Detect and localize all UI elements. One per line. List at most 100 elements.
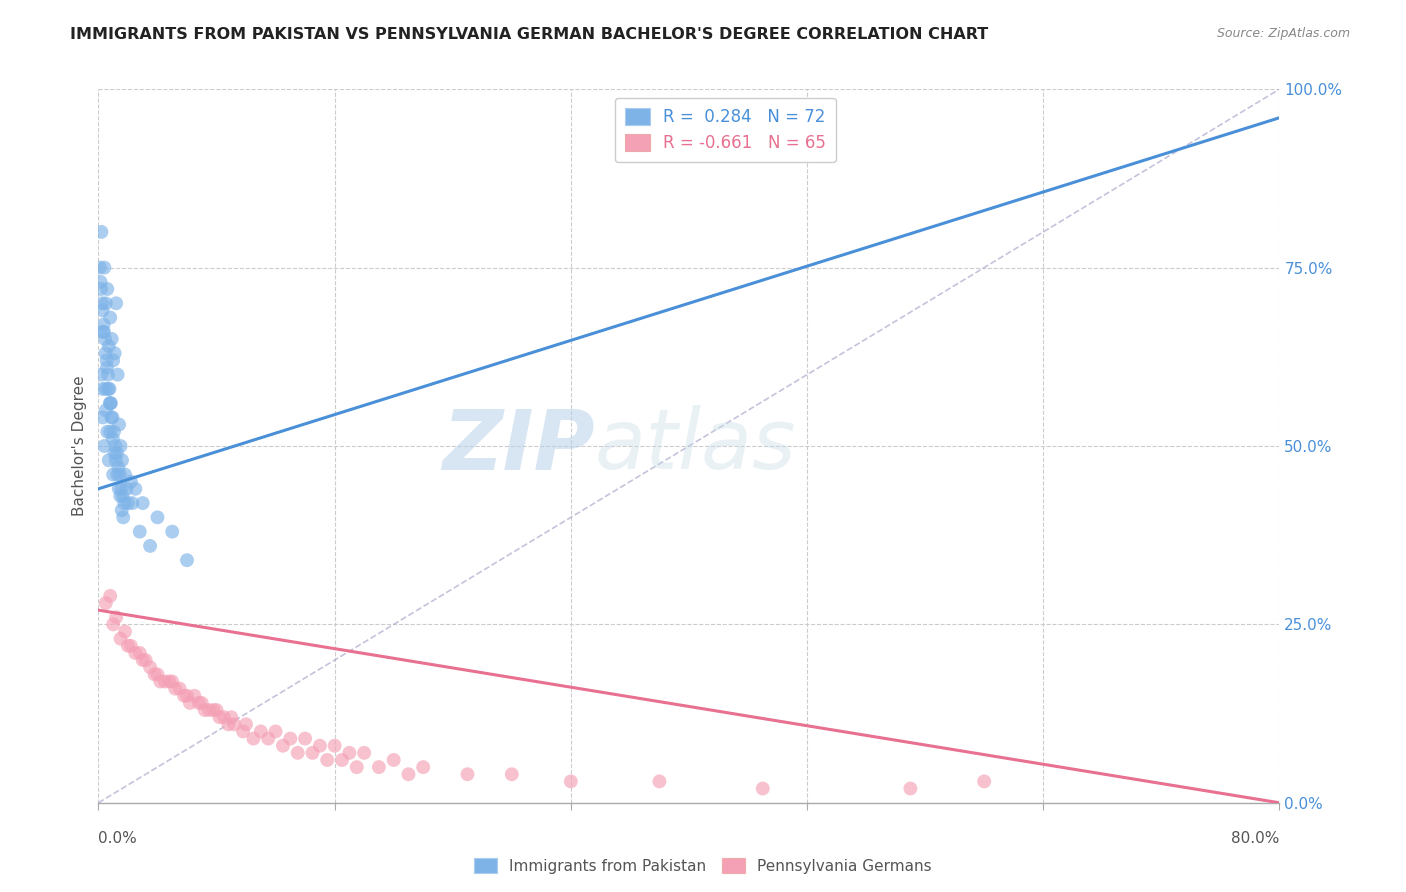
Point bbox=[91, 325, 114, 339]
Point bbox=[108, 417, 131, 432]
Point bbox=[396, 767, 419, 781]
Point bbox=[162, 524, 183, 539]
Text: atlas: atlas bbox=[595, 406, 796, 486]
Point bbox=[124, 482, 146, 496]
Point bbox=[330, 753, 353, 767]
Point bbox=[257, 731, 280, 746]
Point bbox=[751, 781, 773, 796]
Point bbox=[232, 724, 254, 739]
Point bbox=[103, 467, 125, 482]
Point bbox=[294, 731, 316, 746]
Point bbox=[117, 496, 139, 510]
Point bbox=[128, 524, 150, 539]
Point bbox=[96, 353, 118, 368]
Point bbox=[94, 332, 117, 346]
Point bbox=[176, 553, 198, 567]
Point bbox=[143, 667, 166, 681]
Point bbox=[278, 731, 302, 746]
Point bbox=[346, 760, 368, 774]
Point bbox=[146, 667, 169, 681]
Point bbox=[100, 396, 122, 410]
Point bbox=[97, 453, 120, 467]
Text: ZIP: ZIP bbox=[441, 406, 595, 486]
Point bbox=[501, 767, 523, 781]
Point bbox=[202, 703, 225, 717]
Point bbox=[104, 439, 127, 453]
Point bbox=[108, 467, 131, 482]
Point bbox=[94, 346, 117, 360]
Point bbox=[101, 432, 124, 446]
Point bbox=[104, 453, 127, 467]
Point bbox=[115, 482, 138, 496]
Text: 80.0%: 80.0% bbox=[1232, 831, 1279, 846]
Point bbox=[173, 689, 195, 703]
Point bbox=[132, 653, 155, 667]
Point bbox=[309, 739, 332, 753]
Text: 0.0%: 0.0% bbox=[98, 831, 138, 846]
Point bbox=[648, 774, 671, 789]
Point bbox=[132, 496, 155, 510]
Point bbox=[353, 746, 375, 760]
Point bbox=[198, 703, 221, 717]
Point bbox=[120, 475, 142, 489]
Point bbox=[94, 596, 117, 610]
Point bbox=[139, 660, 162, 674]
Point bbox=[94, 403, 117, 417]
Point bbox=[368, 760, 391, 774]
Point bbox=[93, 325, 115, 339]
Point bbox=[139, 539, 162, 553]
Point bbox=[110, 489, 132, 503]
Point bbox=[91, 303, 114, 318]
Point bbox=[103, 353, 125, 368]
Point bbox=[250, 724, 273, 739]
Point bbox=[205, 703, 228, 717]
Point bbox=[900, 781, 922, 796]
Point bbox=[90, 275, 112, 289]
Point bbox=[96, 425, 118, 439]
Point bbox=[146, 510, 169, 524]
Point bbox=[183, 689, 205, 703]
Point bbox=[120, 639, 142, 653]
Point bbox=[98, 589, 121, 603]
Point bbox=[90, 282, 112, 296]
Point bbox=[242, 731, 264, 746]
Point bbox=[169, 681, 191, 696]
Point bbox=[187, 696, 209, 710]
Legend: Immigrants from Pakistan, Pennsylvania Germans: Immigrants from Pakistan, Pennsylvania G… bbox=[468, 852, 938, 880]
Point bbox=[456, 767, 478, 781]
Point bbox=[111, 503, 134, 517]
Point bbox=[208, 710, 231, 724]
Point bbox=[98, 310, 121, 325]
Point bbox=[165, 681, 187, 696]
Point bbox=[97, 368, 120, 382]
Point bbox=[105, 467, 128, 482]
Text: Source: ZipAtlas.com: Source: ZipAtlas.com bbox=[1216, 27, 1350, 40]
Point bbox=[339, 746, 360, 760]
Point bbox=[191, 696, 214, 710]
Point bbox=[91, 382, 114, 396]
Point bbox=[103, 425, 125, 439]
Point bbox=[264, 724, 287, 739]
Point bbox=[217, 717, 239, 731]
Point bbox=[111, 453, 134, 467]
Point bbox=[135, 653, 157, 667]
Point bbox=[157, 674, 180, 689]
Point bbox=[105, 296, 128, 310]
Point bbox=[121, 496, 143, 510]
Point bbox=[221, 710, 243, 724]
Text: IMMIGRANTS FROM PAKISTAN VS PENNSYLVANIA GERMAN BACHELOR'S DEGREE CORRELATION CH: IMMIGRANTS FROM PAKISTAN VS PENNSYLVANIA… bbox=[70, 27, 988, 42]
Point bbox=[98, 382, 121, 396]
Point bbox=[90, 368, 112, 382]
Point bbox=[117, 639, 139, 653]
Point bbox=[98, 425, 121, 439]
Point bbox=[149, 674, 172, 689]
Point bbox=[110, 632, 132, 646]
Point bbox=[97, 339, 120, 353]
Legend: R =  0.284   N = 72, R = -0.661   N = 65: R = 0.284 N = 72, R = -0.661 N = 65 bbox=[614, 97, 835, 162]
Point bbox=[112, 510, 135, 524]
Y-axis label: Bachelor's Degree: Bachelor's Degree bbox=[72, 376, 87, 516]
Point bbox=[110, 439, 132, 453]
Point bbox=[107, 482, 129, 496]
Point bbox=[105, 446, 128, 460]
Point bbox=[128, 646, 150, 660]
